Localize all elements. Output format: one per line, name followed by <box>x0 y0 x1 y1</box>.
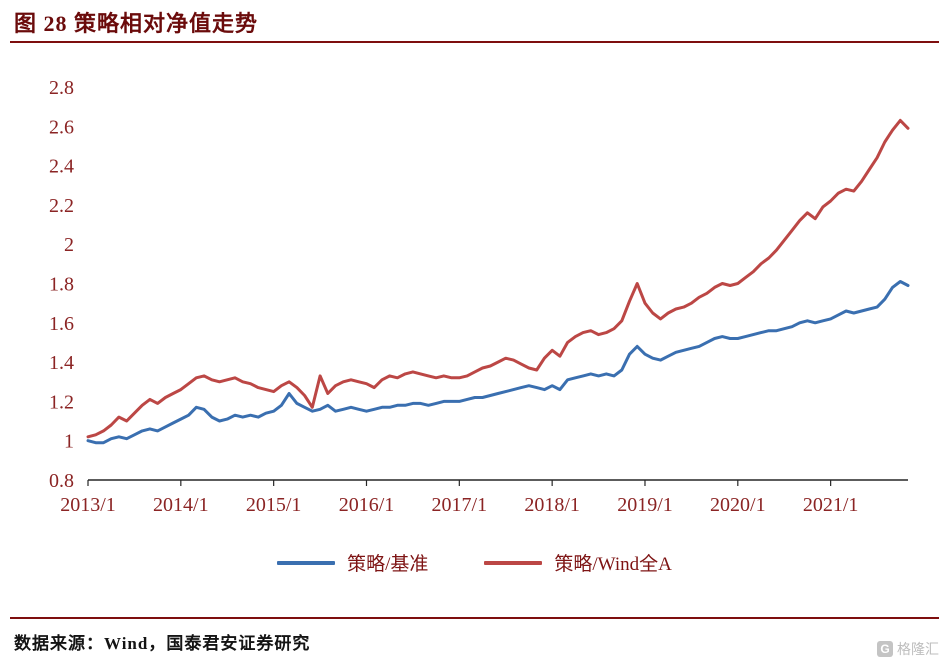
gelonghui-watermark: G 格隆汇 <box>877 639 939 659</box>
y-axis-tick-label: 1.2 <box>49 391 74 413</box>
legend-label-strategy-benchmark: 策略/基准 <box>347 554 429 575</box>
y-axis-tick-label: 0.8 <box>49 470 74 492</box>
x-axis-tick-label: 2016/1 <box>339 494 395 516</box>
y-axis-tick-label: 1.4 <box>49 352 74 374</box>
x-axis-tick-label: 2018/1 <box>524 494 580 516</box>
chart-legend: 策略/基准 策略/Wind全A <box>0 549 949 576</box>
x-axis-tick-label: 2014/1 <box>153 494 209 516</box>
y-axis-tick-label: 1.8 <box>49 274 74 296</box>
x-axis-tick-label: 2017/1 <box>432 494 488 516</box>
y-axis-tick-label: 2.2 <box>49 195 74 217</box>
legend-line-red-icon <box>484 560 543 565</box>
x-axis-tick-label: 2015/1 <box>246 494 302 516</box>
y-axis-tick-label: 2 <box>64 234 74 256</box>
x-axis-tick-label: 2021/1 <box>803 494 859 516</box>
net-value-line-chart: 0.8 1 1.2 1.4 1.6 1.8 2 2.2 2.4 2.6 2.8 2013/1 2014/… <box>49 77 910 516</box>
y-axis-tick-label: 2.6 <box>49 116 74 138</box>
bottom-divider <box>10 617 939 619</box>
watermark-logo-icon: G <box>877 641 893 657</box>
legend-label-strategy-winda: 策略/Wind全A <box>554 554 672 575</box>
y-axis-tick-label: 2.4 <box>49 156 74 178</box>
data-source-text: 数据来源：Wind，国泰君安证券研究 <box>14 634 311 653</box>
legend-item-strategy-winda: 策略/Wind全A <box>484 549 672 576</box>
y-axis-tick-label: 2.8 <box>49 77 74 99</box>
series-line-1 <box>86 118 910 439</box>
top-divider <box>10 41 939 43</box>
series-line-0 <box>86 280 910 445</box>
legend-item-strategy-benchmark: 策略/基准 <box>277 549 428 576</box>
y-axis-tick-label: 1 <box>64 431 74 453</box>
x-axis-tick-label: 2019/1 <box>617 494 673 516</box>
x-axis-tick-label: 2020/1 <box>710 494 766 516</box>
y-axis-tick-label: 1.6 <box>49 313 74 335</box>
x-axis-tick-label: 2013/1 <box>60 494 116 516</box>
legend-line-blue-icon <box>277 560 336 565</box>
watermark-text: 格隆汇 <box>897 641 939 657</box>
figure-title: 图 28 策略相对净值走势 <box>14 11 259 36</box>
